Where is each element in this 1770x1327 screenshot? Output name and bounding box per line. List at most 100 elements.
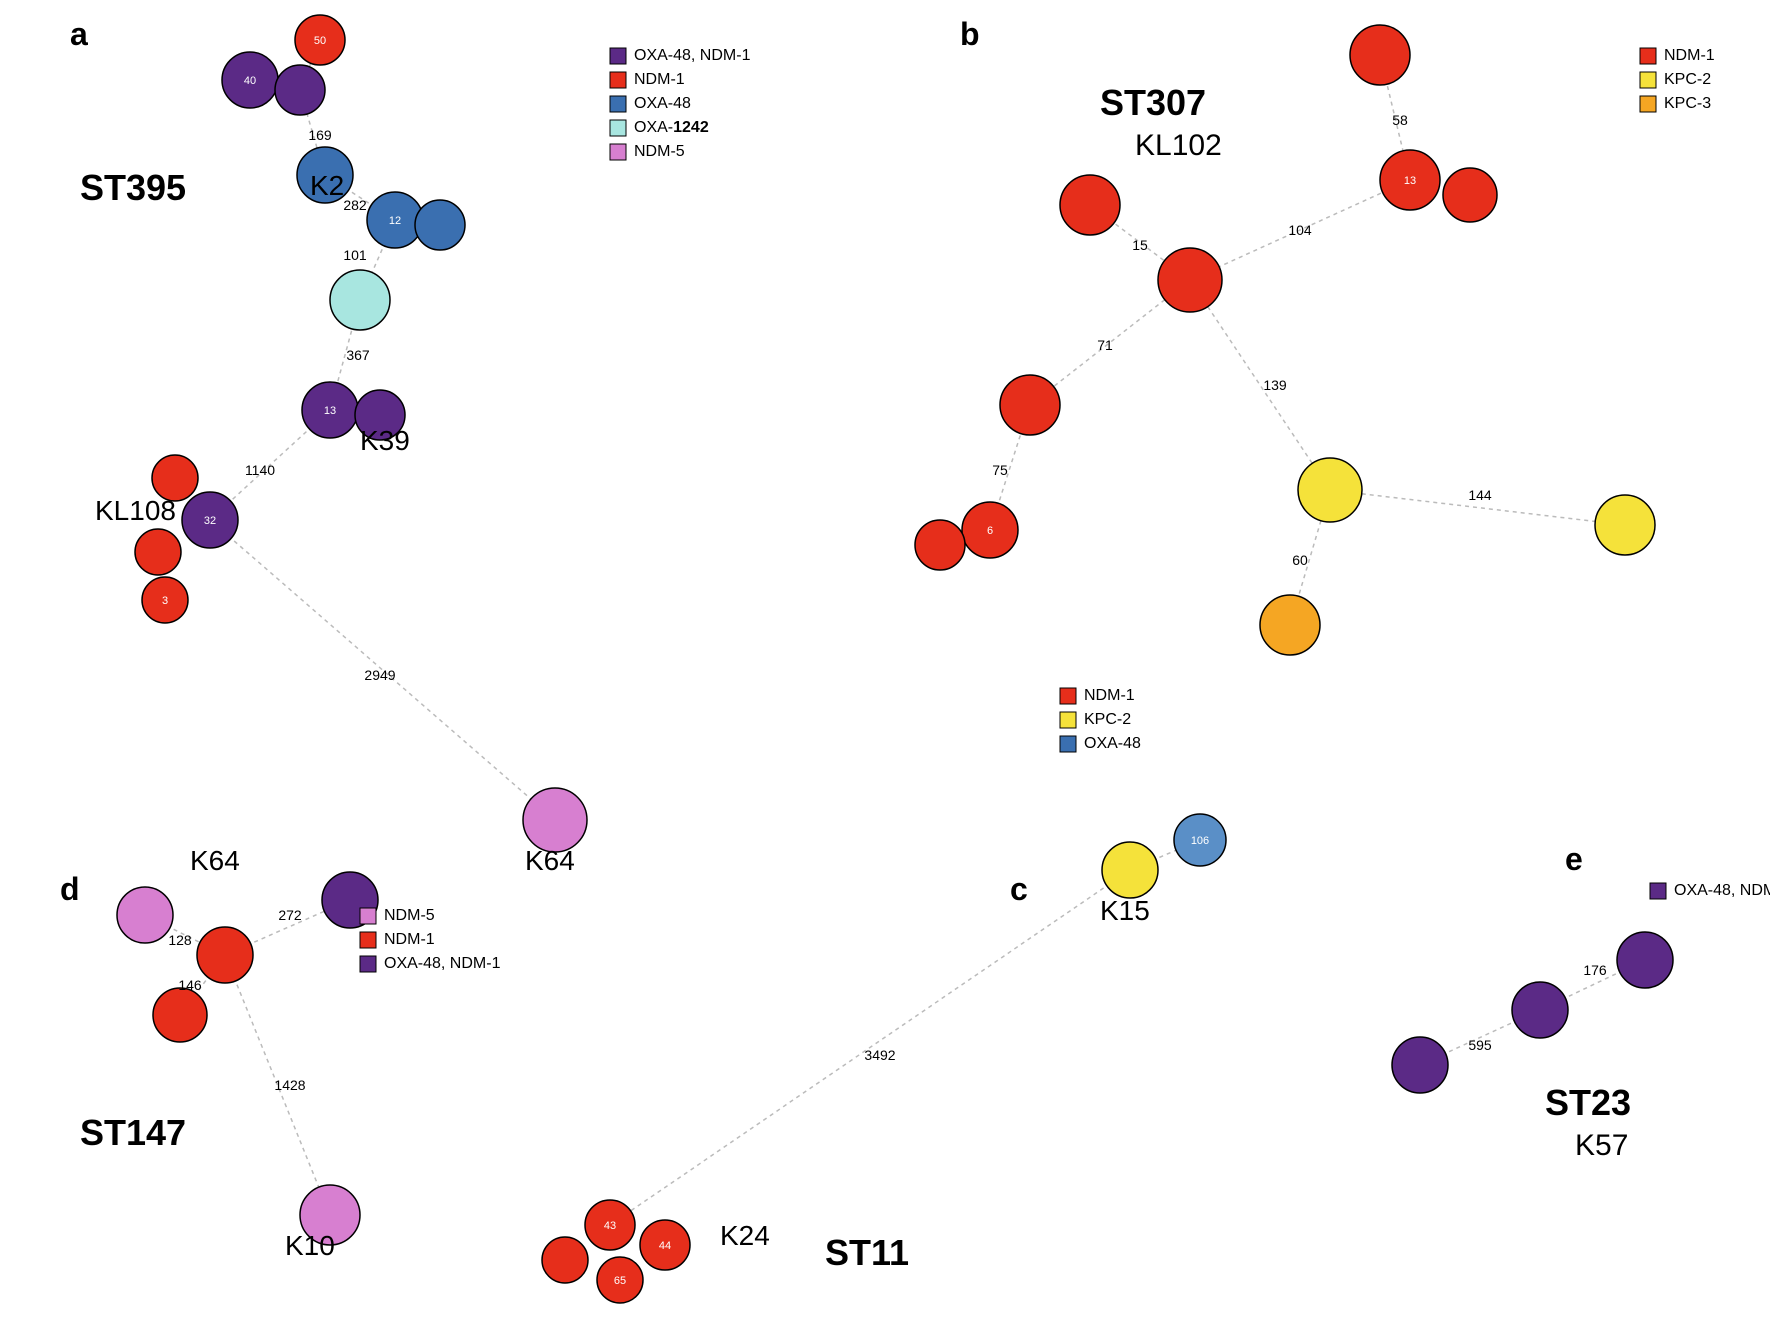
panel-b-legend-label: KPC-3 (1664, 95, 1711, 112)
panel-a-legend-swatch (610, 48, 626, 64)
panel-a-legend-label: NDM-1 (634, 71, 685, 88)
panel-b-legend-swatch (1640, 72, 1656, 88)
k-label: K64 (525, 845, 575, 876)
panel-a-legend-label: NDM-5 (634, 143, 685, 160)
edge-label: 144 (1468, 487, 1492, 503)
edge-label: 3492 (864, 1047, 895, 1063)
node-label: 43 (604, 1220, 616, 1232)
node-e_n1 (1392, 1037, 1448, 1093)
edge (1190, 280, 1330, 490)
panel-b-legend-label: NDM-1 (1664, 47, 1715, 64)
edge-label: 1140 (245, 462, 275, 478)
edge-label: 75 (992, 462, 1008, 478)
panel-c-extra-legend-label: KPC-2 (1084, 711, 1131, 728)
k-label: KL108 (95, 495, 176, 526)
node-e_n3 (1617, 932, 1673, 988)
node-b_n2b (1443, 168, 1497, 222)
node-label: 6 (987, 525, 993, 537)
node-label: 3 (162, 595, 168, 607)
k-label: K10 (285, 1230, 335, 1261)
st-label: ST11 (825, 1232, 909, 1273)
node-e_n2 (1512, 982, 1568, 1038)
st-label: ST395 (80, 167, 186, 208)
label-layer: 1692821013671140294958104157175139144601… (60, 16, 1770, 1287)
edge-label: 595 (1468, 1037, 1492, 1053)
edge-label: 101 (343, 247, 367, 263)
panel-letter-c: c (1010, 871, 1028, 907)
node-b_y1 (1298, 458, 1362, 522)
panel-a-legend-swatch (610, 144, 626, 160)
k-subtitle: KL102 (1135, 129, 1222, 162)
edge-label: 146 (178, 977, 202, 993)
node-b_center (1158, 248, 1222, 312)
panel-b-legend-swatch (1640, 48, 1656, 64)
node-label: 106 (1191, 835, 1209, 847)
node-label: 65 (614, 1275, 626, 1287)
panel-a-legend-label: OXA-1242 (634, 119, 709, 136)
panel-c-extra-legend-swatch (1060, 712, 1076, 728)
edge-label: 272 (278, 907, 302, 923)
node-d_r2 (153, 988, 207, 1042)
node-d_v1 (117, 887, 173, 943)
panel-c-extra-legend-swatch (1060, 736, 1076, 752)
node-b_o1 (1260, 595, 1320, 655)
panel-a-legend-swatch (610, 72, 626, 88)
node-c_y1 (1102, 842, 1158, 898)
k-label: K15 (1100, 895, 1150, 926)
node-d_r1 (197, 927, 253, 983)
k-subtitle: K57 (1575, 1129, 1628, 1162)
node-b_y2 (1595, 495, 1655, 555)
node-label: 12 (389, 215, 401, 227)
edge-label: 2949 (364, 667, 395, 683)
k-label: K2 (310, 170, 344, 201)
st-label: ST307 (1100, 82, 1206, 123)
node-label: 13 (324, 405, 336, 417)
edge-label: 169 (308, 127, 332, 143)
node-a_n3 (275, 65, 325, 115)
panel-e-legend-label: OXA-48, NDM-1 (1674, 882, 1770, 899)
edge-label: 139 (1263, 377, 1287, 393)
panel-c-extra-legend-swatch (1060, 688, 1076, 704)
node-a_n5b (415, 200, 465, 250)
panel-a-legend-label: OXA-48, NDM-1 (634, 47, 751, 64)
panel-d-legend-swatch (360, 908, 376, 924)
node-a_n9 (523, 788, 587, 852)
panel-b-legend-swatch (1640, 96, 1656, 112)
k-label: K64 (190, 845, 240, 876)
panel-c-extra-legend-label: OXA-48 (1084, 735, 1141, 752)
panel-letter-e: e (1565, 841, 1583, 877)
node-b_n5 (1000, 375, 1060, 435)
node-d_r6 (542, 1237, 588, 1283)
panel-b-legend-label: KPC-2 (1664, 71, 1711, 88)
edge-label: 60 (1292, 552, 1308, 568)
panel-a-legend-swatch (610, 96, 626, 112)
panel-letter-d: d (60, 871, 80, 907)
panel-d-legend-swatch (360, 956, 376, 972)
panel-a-legend-swatch (610, 120, 626, 136)
node-label: 40 (244, 75, 256, 87)
network-figure: 1692821013671140294958104157175139144601… (0, 0, 1770, 1327)
node-label: 50 (314, 35, 326, 47)
node-a_n8c (135, 529, 181, 575)
panel-letter-a: a (70, 16, 88, 52)
panel-e-legend-swatch (1650, 883, 1666, 899)
node-label: 44 (659, 1240, 671, 1252)
node-label: 32 (204, 515, 216, 527)
panel-d-legend-label: NDM-1 (384, 931, 435, 948)
edge-label: 1428 (274, 1077, 305, 1093)
panel-c-extra-legend-label: NDM-1 (1084, 687, 1135, 704)
edge-label: 176 (1583, 962, 1607, 978)
panel-letter-b: b (960, 16, 980, 52)
panel-a-legend-label: OXA-48 (634, 95, 691, 112)
k-label: K24 (720, 1220, 770, 1251)
st-label: ST147 (80, 1112, 186, 1153)
node-b_top (1350, 25, 1410, 85)
edge-label: 15 (1132, 237, 1148, 253)
edge-label: 128 (168, 932, 192, 948)
edge-label: 71 (1097, 337, 1113, 353)
edge-label: 367 (346, 347, 370, 363)
node-a_n6 (330, 270, 390, 330)
panel-d-legend-label: OXA-48, NDM-1 (384, 955, 501, 972)
panel-d-legend-label: NDM-5 (384, 907, 435, 924)
st-label: ST23 (1545, 1082, 1631, 1123)
